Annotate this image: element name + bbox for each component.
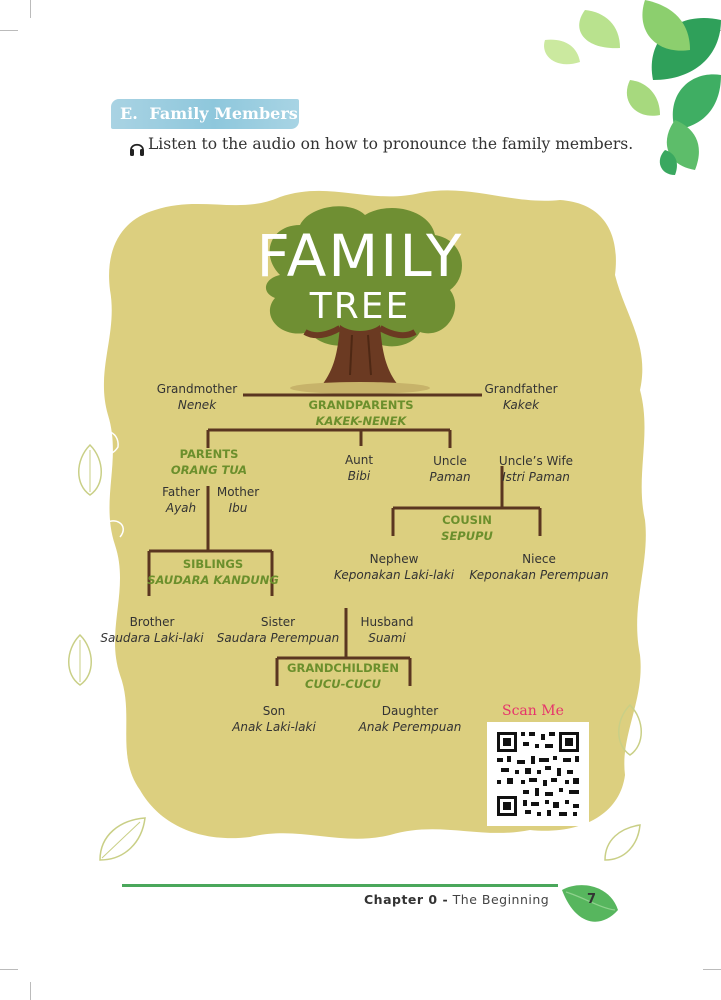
headphones-icon[interactable] [129,139,145,157]
leaf-outline-icon [618,703,642,756]
footer-chapter-number: Chapter 0 - [364,892,449,907]
qr-code[interactable] [487,722,589,826]
member-daughter: Daughter Anak Perempuan [358,704,462,734]
member-nephew: Nephew Keponakan Laki-laki [333,552,455,582]
member-brother: Brother Saudara Laki-laki [100,615,204,645]
group-parents: PARENTS ORANG TUA [170,447,248,477]
member-uncles-wife: Uncle’s Wife Istri Paman [498,454,574,484]
intro-text: Listen to the audio on how to pronounce … [148,135,634,153]
section-tab [111,99,299,129]
page-leaf-icon [562,885,618,922]
member-sister: Sister Saudara Perempuan [216,615,340,645]
footer-chapter: Chapter 0 - The Beginning [364,892,549,907]
footer-divider [122,884,558,887]
group-grandchildren: GRANDCHILDREN CUCU-CUCU [287,661,399,691]
member-uncle: Uncle Paman [429,454,471,484]
section-letter: E. [120,104,138,123]
member-husband: Husband Suami [360,615,414,645]
leaf-outline-icon [68,633,92,686]
crop-mark [0,969,18,970]
member-grandmother: Grandmother Nenek [156,382,238,412]
tree-illustration [265,206,462,394]
leaf-outline-icon [604,824,641,861]
section-title: Family Members [149,104,298,123]
leaf-outline-icon [78,443,102,496]
member-father: Father Ayah [162,485,200,515]
crop-mark [703,969,721,970]
leaf-decoration [544,0,721,175]
scan-me-label: Scan Me [502,703,564,719]
group-cousin: COUSIN SEPUPU [441,513,493,543]
member-niece: Niece Keponakan Perempuan [469,552,609,582]
page-number: 7 [587,892,597,907]
member-grandfather: Grandfather Kakek [484,382,558,412]
crop-mark [30,0,31,18]
section-heading: E. Family Members [120,104,298,123]
leaf-outline-icon [99,817,146,861]
tree-background-blob [89,190,646,839]
footer-chapter-title: The Beginning [452,892,550,907]
crop-mark [30,982,31,1000]
member-son: Son Anak Laki-laki [232,704,316,734]
group-siblings: SIBLINGS SAUDARA KANDUNG [147,557,279,587]
member-mother: Mother Ibu [216,485,260,515]
tree-title: FAMILY TREE [240,222,480,332]
qr-code-icon [497,732,579,816]
group-grandparents: GRANDPARENTS KAKEK-NENEK [308,398,414,428]
tree-title-family: FAMILY [256,222,464,290]
tree-title-tree: TREE [309,286,411,327]
member-aunt: Aunt Bibi [344,453,374,483]
crop-mark [0,30,18,31]
